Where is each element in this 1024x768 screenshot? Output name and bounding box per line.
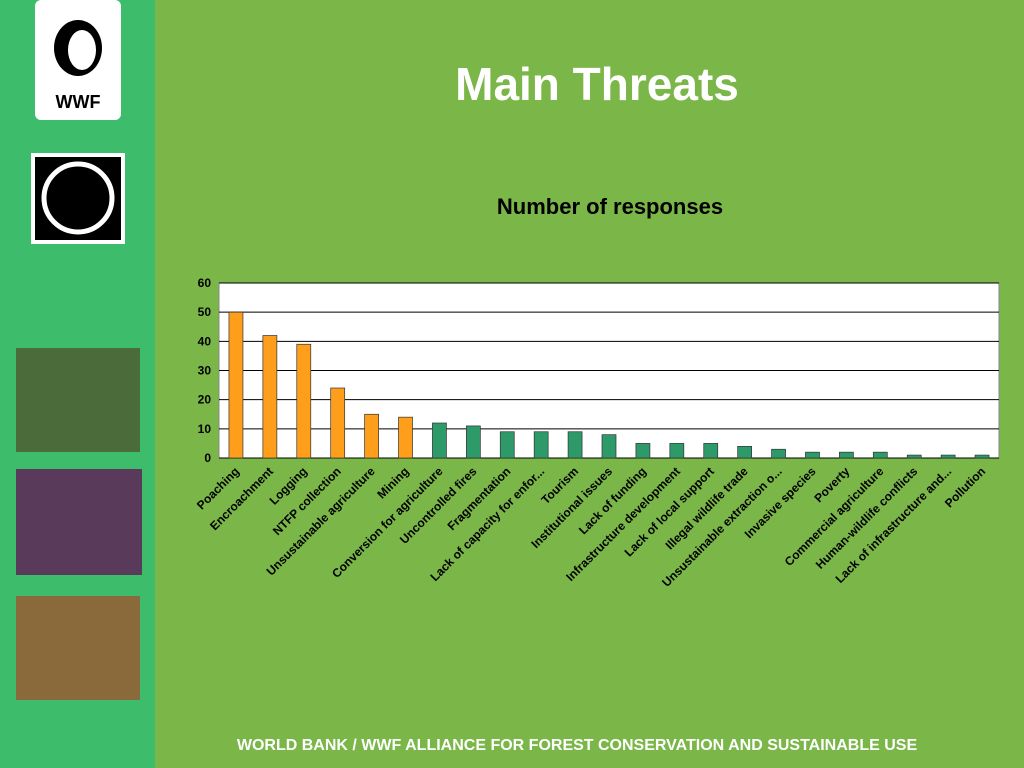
bar	[771, 448, 786, 459]
y-tick-label: 40	[198, 334, 212, 348]
photo-flowers	[16, 469, 142, 575]
world-bank-box	[35, 157, 121, 240]
bar	[465, 425, 481, 459]
y-tick-label: 30	[198, 364, 212, 378]
logo-text: WWF	[56, 92, 101, 112]
bar	[635, 443, 651, 459]
slide-title: Main Threats	[455, 58, 739, 110]
bar	[737, 445, 753, 459]
bar	[669, 443, 685, 459]
bar	[940, 454, 956, 459]
bar	[805, 451, 820, 459]
bar	[398, 416, 413, 459]
bar	[432, 422, 447, 459]
bar	[906, 454, 922, 459]
bar	[839, 451, 854, 459]
y-tick-label: 60	[198, 276, 212, 290]
y-tick-label: 0	[204, 451, 211, 465]
bar	[262, 335, 278, 459]
bar	[499, 431, 515, 459]
bar	[872, 451, 888, 459]
photo-man	[16, 348, 140, 452]
bar	[296, 343, 312, 459]
y-tick-label: 20	[198, 393, 212, 407]
bar	[703, 443, 719, 459]
photo-tiger	[16, 596, 140, 700]
y-tick-label: 50	[198, 305, 212, 319]
footer: WORLD BANK / WWF ALLIANCE FOR FOREST CON…	[237, 737, 918, 754]
y-tick-label: 10	[198, 422, 212, 436]
bar	[533, 431, 549, 459]
bar	[228, 311, 244, 459]
chart-title: Number of responses	[497, 194, 723, 219]
globe-icon	[41, 161, 115, 235]
bar	[974, 454, 990, 459]
bar	[601, 434, 617, 459]
panda-face	[68, 30, 96, 70]
bar	[330, 387, 346, 459]
bar	[567, 431, 583, 459]
bar	[364, 413, 379, 459]
